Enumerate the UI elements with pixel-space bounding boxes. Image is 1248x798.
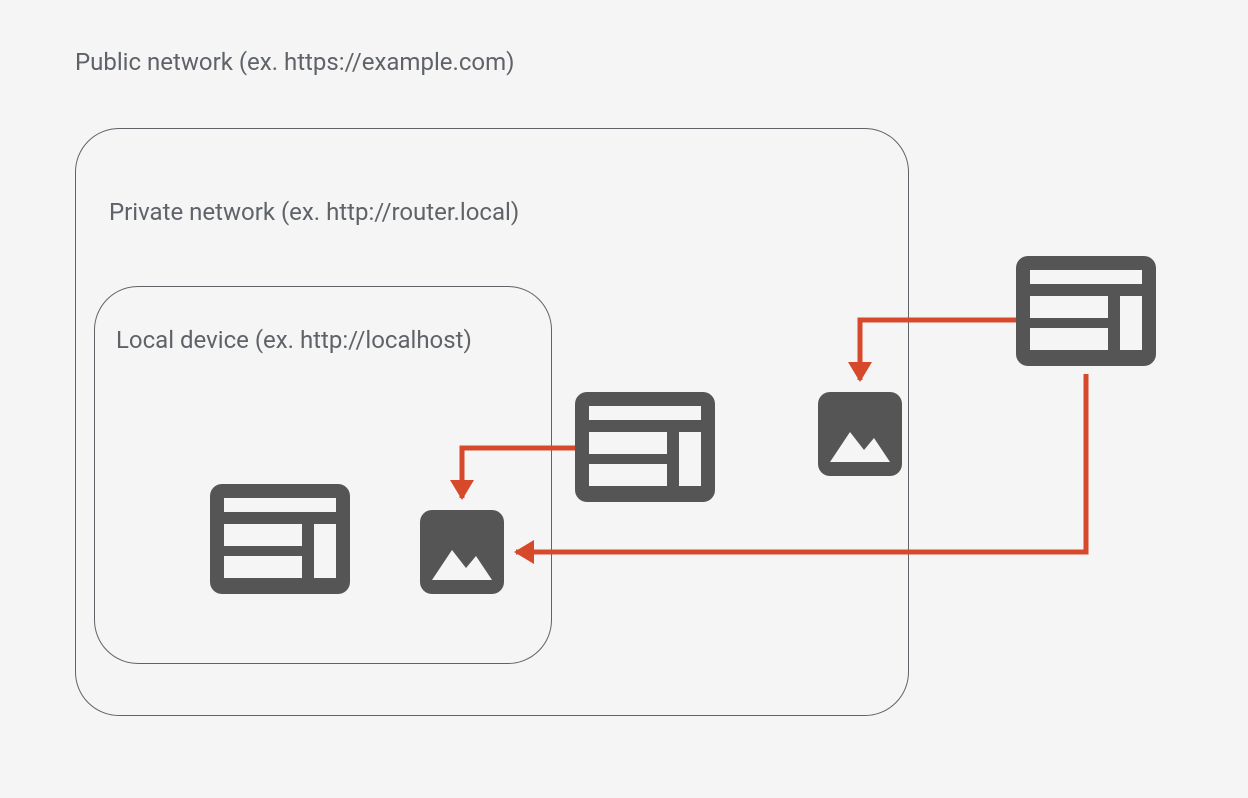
private-network-label: Private network (ex. http://router.local… — [109, 198, 519, 226]
browser-private-icon — [575, 392, 715, 502]
diagram-root: Public network (ex. https://example.com)… — [0, 0, 1248, 798]
public-network-label: Public network (ex. https://example.com) — [75, 48, 515, 76]
image-local-icon — [420, 510, 504, 594]
local-network-label: Local device (ex. http://localhost) — [116, 326, 472, 354]
image-private-icon — [818, 392, 902, 476]
browser-public-icon — [1016, 256, 1156, 366]
browser-local-icon — [210, 484, 350, 594]
diagram-canvas: Public network (ex. https://example.com)… — [0, 0, 1248, 798]
